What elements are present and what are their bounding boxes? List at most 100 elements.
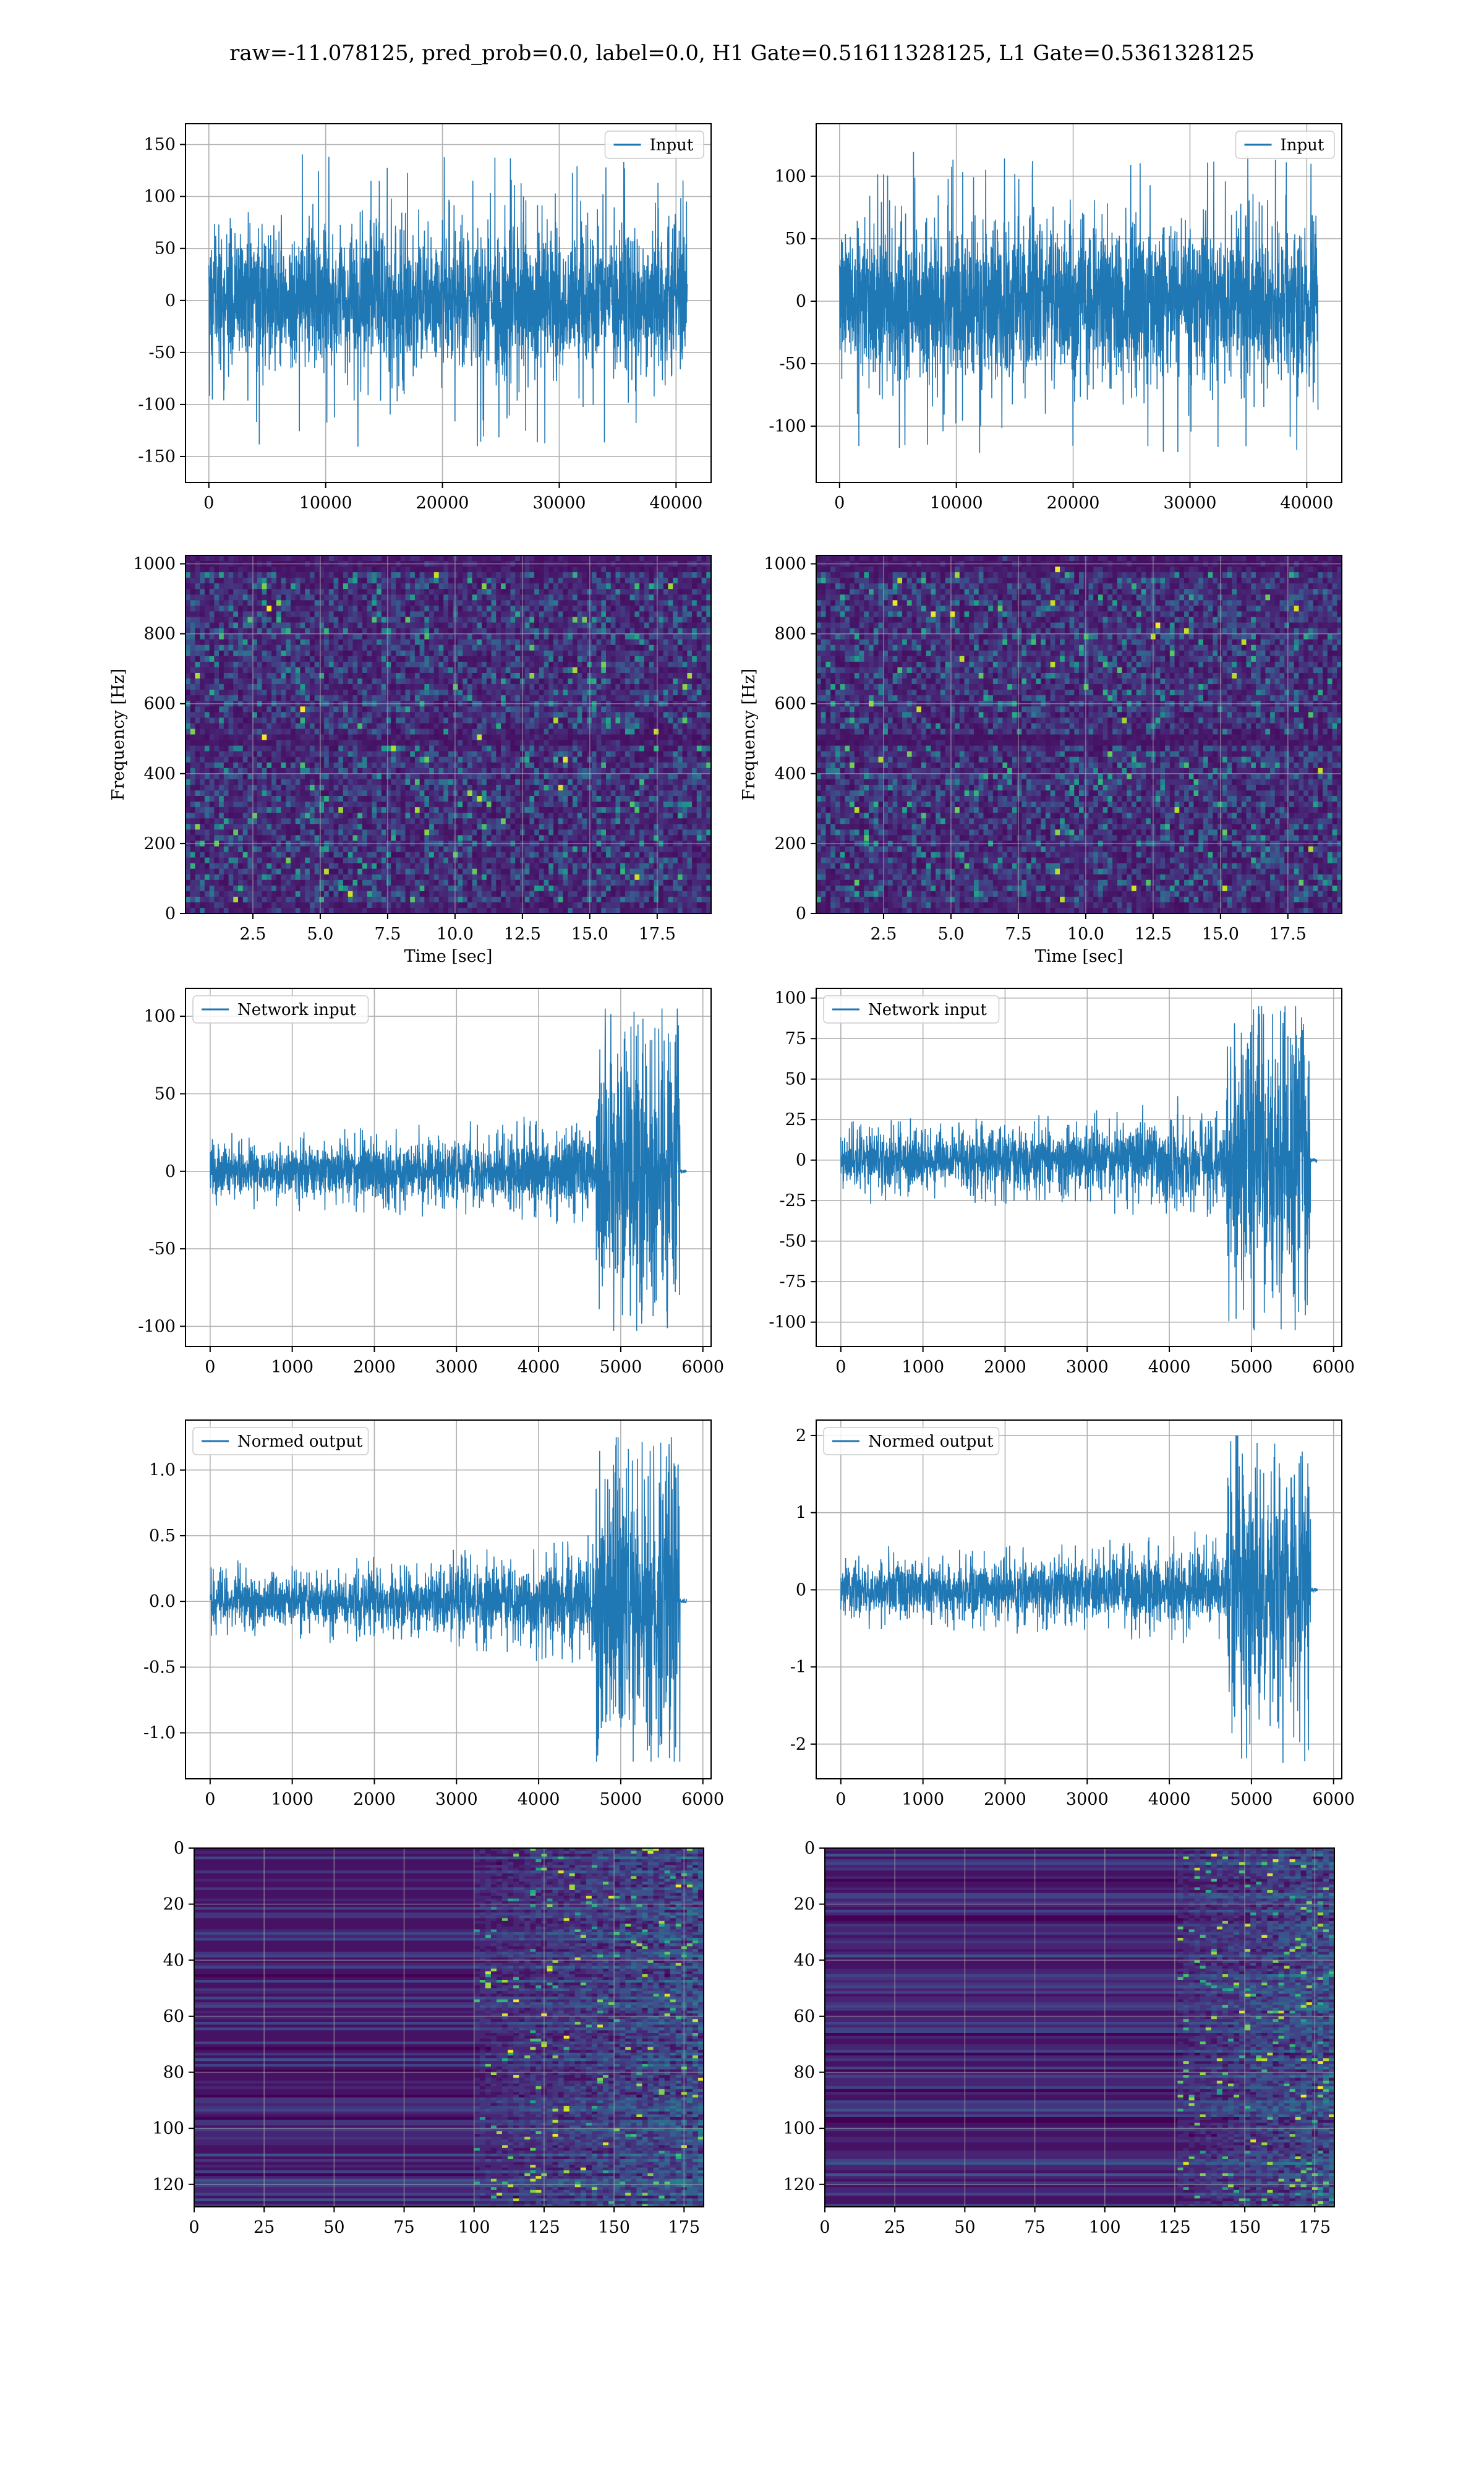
spectrogram-cell: [677, 572, 683, 578]
spectrogram-cell: [486, 773, 492, 780]
spectrogram-cell: [568, 667, 573, 674]
spectrogram-cell: [195, 661, 200, 668]
spectrogram-cell: [405, 606, 411, 612]
spectrogram-cell: [276, 633, 282, 640]
spectrogram-cell: [625, 779, 631, 785]
spectrogram-cell: [391, 672, 396, 679]
spectrogram-cell: [377, 639, 382, 646]
spectrogram-cell: [195, 706, 200, 713]
spectrogram-cell: [477, 572, 482, 578]
spectrogram-cell: [276, 578, 282, 584]
spectrogram-cell: [596, 773, 602, 780]
spectrogram-cell: [214, 617, 220, 623]
spectrogram-cell: [610, 628, 616, 635]
spectrogram-cell: [477, 639, 482, 646]
spectrogram-cell: [510, 667, 516, 674]
spectrogram-cell: [706, 745, 712, 752]
spectrogram-cell: [343, 784, 349, 791]
spectrogram-cell: [534, 578, 540, 584]
spectrogram-cell: [539, 773, 545, 780]
spectrogram-cell: [606, 779, 612, 785]
spectrogram-cell: [372, 734, 377, 741]
spectrogram-cell: [252, 667, 258, 674]
spectrogram-cell: [400, 784, 406, 791]
spectrogram-cell: [271, 756, 277, 763]
spectrogram-cell: [238, 633, 244, 640]
spectrogram-cell: [352, 633, 358, 640]
spectrogram-cell: [367, 611, 372, 618]
spectrogram-cell: [577, 706, 582, 713]
x-tick-label: 40000: [1280, 494, 1333, 513]
spectrogram-cell: [615, 779, 621, 785]
spectrogram-cell: [419, 784, 425, 791]
spectrogram-cell: [544, 684, 549, 690]
spectrogram-cell: [291, 555, 296, 562]
spectrogram-cell: [610, 762, 616, 769]
spectrogram-cell: [204, 583, 210, 589]
spectrogram-cell: [606, 567, 612, 573]
spectrogram-cell: [286, 583, 291, 589]
spectrogram-cell: [706, 633, 712, 640]
spectrogram-cell: [372, 583, 377, 589]
spectrogram-cell: [328, 656, 335, 662]
spectrogram-cell: [677, 784, 683, 791]
spectrogram-cell: [286, 650, 291, 657]
spectrogram-cell: [247, 745, 253, 752]
spectrogram-cell: [262, 611, 267, 618]
spectrogram-cell: [338, 802, 344, 808]
spectrogram-cell: [333, 768, 339, 774]
spectrogram-cell: [467, 773, 473, 780]
spectrogram-cell: [620, 678, 626, 685]
spectrogram-cell: [271, 594, 277, 601]
spectrogram-cell: [286, 684, 291, 690]
spectrogram-cell: [687, 606, 693, 612]
spectrogram-cell: [553, 589, 559, 595]
spectrogram-cell: [381, 695, 387, 701]
spectrogram-cell: [558, 740, 564, 747]
spectrogram-cell: [195, 672, 200, 679]
spectrogram-cell: [223, 723, 229, 730]
spectrogram-cell: [219, 762, 224, 769]
spectrogram-cell: [443, 617, 449, 623]
spectrogram-cell: [558, 717, 564, 724]
spectrogram-cell: [539, 756, 545, 763]
spectrogram-cell: [677, 684, 683, 690]
spectrogram-cell: [510, 656, 516, 662]
spectrogram-cell: [305, 622, 310, 629]
spectrogram-cell: [553, 578, 559, 584]
spectrogram-cell: [544, 583, 549, 589]
spectrogram-cell: [654, 600, 659, 607]
spectrogram-cell: [209, 661, 215, 668]
spectrogram-cell: [568, 589, 573, 595]
spectrogram-cell: [429, 773, 435, 780]
spectrogram-cell: [677, 617, 683, 623]
spectrogram-cell: [443, 784, 449, 791]
spectrogram-cell: [372, 729, 377, 735]
spectrogram-cell: [257, 578, 263, 584]
spectrogram-cell: [324, 729, 330, 735]
spectrogram-cell: [419, 762, 425, 769]
spectrogram-cell: [634, 600, 640, 607]
spectrogram-cell: [233, 555, 239, 562]
spectrogram-cell: [505, 756, 511, 763]
spectrogram-cell: [553, 628, 559, 635]
spectrogram-cell: [515, 784, 521, 791]
spectrogram-cell: [644, 678, 650, 685]
spectrogram-cell: [386, 779, 391, 785]
spectrogram-cell: [247, 784, 253, 791]
spectrogram-cell: [448, 802, 454, 808]
spectrogram-cell: [362, 740, 368, 747]
spectrogram-cell: [228, 639, 234, 646]
spectrogram-cell: [381, 684, 387, 690]
spectrogram-cell: [620, 790, 626, 797]
spectrogram-cell: [510, 740, 516, 747]
spectrogram-cell: [219, 706, 224, 713]
spectrogram-cell: [482, 678, 487, 685]
spectrogram-cell: [295, 717, 301, 724]
spectrogram-cell: [659, 695, 664, 701]
spectrogram-cell: [644, 784, 650, 791]
spectrogram-cell: [257, 723, 263, 730]
spectrogram-cell: [601, 650, 607, 657]
spectrogram-cell: [601, 762, 607, 769]
spectrogram-cell: [649, 628, 654, 635]
